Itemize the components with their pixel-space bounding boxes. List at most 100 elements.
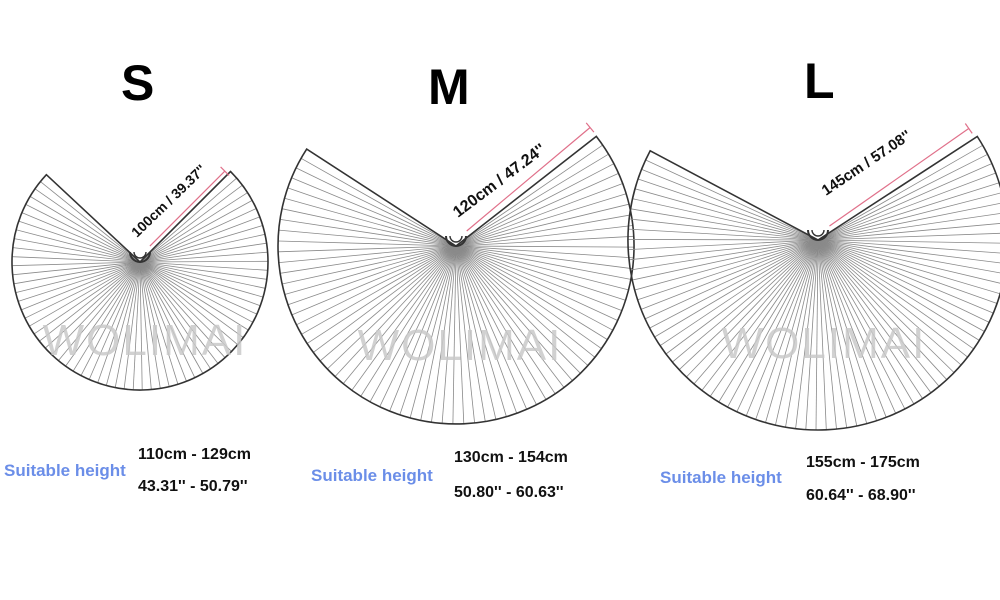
wing-rib bbox=[278, 245, 457, 263]
wing-rib bbox=[139, 261, 226, 358]
wing-rib bbox=[18, 261, 141, 302]
wing-rib bbox=[817, 239, 897, 414]
wing-rib bbox=[139, 261, 268, 271]
suitable-height-label-l: Suitable height bbox=[660, 468, 782, 487]
wing-rib bbox=[39, 261, 141, 342]
wing-rib bbox=[455, 245, 635, 248]
wing-rib bbox=[29, 196, 141, 263]
wing-rib bbox=[455, 245, 618, 321]
wing-rib bbox=[817, 163, 993, 241]
wing-rib bbox=[629, 218, 819, 241]
wing-rib bbox=[284, 197, 457, 247]
wing-rib bbox=[718, 239, 819, 403]
wing-rib bbox=[139, 261, 266, 289]
wing-rib bbox=[455, 245, 629, 291]
wing-rib bbox=[455, 245, 581, 374]
wing-rib bbox=[455, 245, 465, 424]
wing-rib bbox=[34, 188, 141, 263]
wing-rib bbox=[88, 261, 141, 380]
wing-rib bbox=[351, 245, 457, 391]
wing-rib bbox=[139, 260, 269, 263]
wing-rib bbox=[455, 193, 627, 247]
wing-rib bbox=[409, 245, 457, 419]
wing-rib bbox=[40, 181, 141, 263]
wing-rib bbox=[637, 178, 819, 241]
wing-rib bbox=[455, 173, 619, 247]
wing-rib bbox=[805, 239, 819, 430]
wing-rib bbox=[736, 239, 819, 412]
wing-rib bbox=[139, 177, 237, 263]
wing-rib bbox=[817, 239, 990, 323]
wing-rib bbox=[72, 261, 141, 372]
wing-rib bbox=[628, 228, 819, 241]
wing-rib bbox=[296, 245, 457, 326]
wing-rib bbox=[815, 239, 819, 431]
wing-rib bbox=[33, 261, 141, 335]
wing-rib bbox=[455, 245, 528, 410]
wing-rib bbox=[817, 239, 858, 427]
wing-rib bbox=[13, 261, 141, 285]
wing-rib bbox=[139, 261, 232, 352]
wing-rib bbox=[139, 261, 258, 315]
wing-rib bbox=[455, 245, 497, 420]
wing-rib bbox=[313, 245, 457, 353]
wing-rib bbox=[817, 239, 974, 350]
wing-rib bbox=[727, 239, 819, 408]
wing-rib bbox=[745, 239, 819, 417]
wing-rib bbox=[291, 177, 457, 247]
wing-rib bbox=[455, 235, 634, 247]
wing-rib bbox=[455, 225, 633, 247]
wing-rib bbox=[817, 223, 1000, 241]
wing-rib bbox=[139, 233, 266, 263]
wing-rib bbox=[817, 192, 1000, 241]
wing-rib bbox=[455, 245, 556, 395]
wing-rib bbox=[755, 239, 819, 420]
wing-rib bbox=[139, 261, 170, 387]
wing-rib bbox=[817, 239, 955, 373]
wing-rib bbox=[452, 245, 457, 425]
wing-rib bbox=[455, 153, 609, 247]
wing-rib bbox=[12, 261, 141, 276]
wing-rib bbox=[628, 239, 819, 250]
wing-rib bbox=[817, 213, 1000, 241]
wing-rib bbox=[817, 239, 868, 424]
wing-rib bbox=[455, 245, 518, 414]
wing-rib bbox=[14, 238, 141, 263]
dimension-tick bbox=[220, 166, 230, 176]
neck-ring-icon bbox=[807, 229, 829, 241]
height-range-in-m: 50.80'' - 60.63'' bbox=[454, 484, 564, 501]
wing-rib bbox=[281, 208, 457, 247]
wing-rib bbox=[455, 245, 547, 400]
wing-rib bbox=[455, 245, 634, 259]
wing-rib bbox=[132, 261, 141, 390]
wing-rib bbox=[431, 245, 457, 423]
wing-rib bbox=[301, 245, 457, 335]
wing-rib bbox=[817, 182, 1000, 241]
wing-rib bbox=[817, 239, 998, 304]
wing-rib bbox=[686, 239, 819, 378]
wing-rib bbox=[139, 184, 243, 263]
size-label-l: L bbox=[804, 53, 835, 109]
wing-rib bbox=[455, 245, 608, 340]
wing-rib bbox=[817, 239, 1000, 254]
wing-rib bbox=[817, 239, 1000, 244]
wing-outline bbox=[277, 135, 635, 425]
wing-rib bbox=[45, 261, 141, 349]
wing-rib bbox=[114, 261, 141, 388]
neck-ring-inner bbox=[449, 235, 463, 243]
wing-rib bbox=[817, 172, 996, 241]
wing-rib bbox=[139, 200, 253, 263]
wing-rib bbox=[817, 239, 915, 405]
wing-rib bbox=[139, 261, 196, 378]
wing-rib bbox=[15, 261, 141, 293]
wing-rib bbox=[641, 169, 819, 241]
wing-rib bbox=[139, 261, 261, 307]
wing-rib bbox=[455, 245, 486, 422]
wing-rib bbox=[97, 261, 141, 383]
wing-rib bbox=[817, 239, 906, 410]
neck-ring-inner bbox=[811, 229, 825, 237]
wing-outline bbox=[627, 135, 1000, 431]
wing-rib bbox=[441, 245, 457, 424]
wing-rib bbox=[817, 239, 887, 418]
wing-rib bbox=[12, 256, 141, 263]
